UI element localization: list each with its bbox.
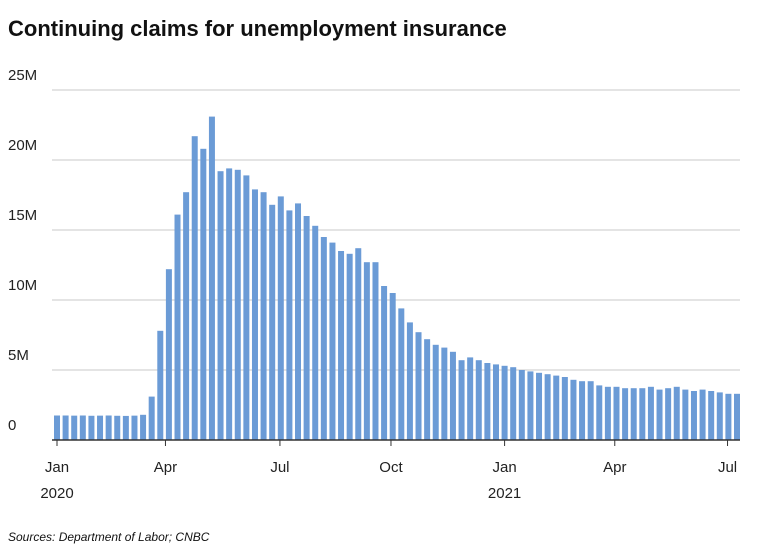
- bar: [544, 374, 551, 440]
- bar: [536, 372, 543, 440]
- bar: [97, 415, 104, 440]
- bar: [131, 415, 138, 440]
- bar: [570, 379, 577, 440]
- bar: [329, 242, 336, 440]
- x-tick-label: Jan: [493, 459, 517, 476]
- bar: [157, 330, 164, 440]
- bar: [148, 396, 155, 440]
- bar: [458, 360, 465, 440]
- bar: [406, 322, 413, 440]
- bar: [579, 381, 586, 440]
- bar: [492, 364, 499, 440]
- bar: [716, 392, 723, 440]
- chart-title: Continuing claims for unemployment insur…: [8, 16, 507, 41]
- bar: [682, 389, 689, 440]
- bar: [449, 351, 456, 440]
- bar: [217, 171, 224, 440]
- bar: [518, 370, 525, 440]
- bar: [475, 360, 482, 440]
- x-tick-label: Jul: [718, 459, 737, 476]
- bar: [647, 386, 654, 440]
- bar: [234, 169, 241, 441]
- bar: [355, 248, 362, 440]
- bar: [286, 210, 293, 440]
- bar: [243, 175, 250, 440]
- bar: [656, 389, 663, 440]
- bar: [527, 371, 534, 440]
- bar: [338, 251, 345, 440]
- bar: [622, 388, 629, 440]
- bar: [269, 204, 276, 440]
- bar: [613, 386, 620, 440]
- y-tick-label: 0: [8, 417, 16, 434]
- bar: [561, 377, 568, 440]
- bar: [208, 116, 215, 440]
- bar: [699, 389, 706, 440]
- bar: [424, 339, 431, 440]
- x-tick-label: Jul: [270, 459, 289, 476]
- bar: [71, 415, 78, 440]
- bar: [467, 357, 474, 440]
- y-tick-label: 15M: [8, 207, 37, 224]
- bar: [183, 192, 190, 440]
- y-tick-label: 25M: [8, 67, 37, 84]
- y-tick-label: 20M: [8, 137, 37, 154]
- bar: [363, 262, 370, 440]
- bar: [140, 414, 147, 440]
- bar: [79, 415, 86, 440]
- bar: [295, 203, 302, 440]
- bar: [604, 386, 611, 440]
- bar: [596, 385, 603, 440]
- bar: [553, 375, 560, 440]
- bar: [62, 415, 69, 440]
- source-note: Sources: Department of Labor; CNBC: [8, 530, 210, 544]
- x-tick-label: Apr: [154, 459, 177, 476]
- bar: [320, 237, 327, 440]
- bar: [389, 293, 396, 440]
- bar: [312, 225, 319, 440]
- y-tick-label: 10M: [8, 277, 37, 294]
- bar: [639, 388, 646, 440]
- bar: [122, 415, 129, 440]
- bar: [191, 136, 198, 440]
- bar: [665, 388, 672, 440]
- bar: [174, 214, 181, 440]
- bar: [398, 308, 405, 440]
- bar: [303, 216, 310, 440]
- bar: [260, 192, 267, 440]
- bar: [372, 262, 379, 440]
- x-tick-label: Jan: [45, 459, 69, 476]
- bar: [226, 168, 233, 440]
- bar: [105, 415, 112, 440]
- bar: [673, 386, 680, 440]
- bar: [630, 388, 637, 440]
- bar: [251, 189, 258, 440]
- bar: [165, 269, 172, 440]
- bar: [54, 415, 60, 440]
- x-tick-year: 2020: [40, 485, 73, 502]
- bar: [381, 286, 388, 440]
- bar: [501, 365, 508, 440]
- bar: [708, 391, 715, 440]
- bar: [114, 415, 121, 440]
- bar: [484, 363, 491, 440]
- bar: [415, 332, 422, 440]
- x-tick-label: Oct: [379, 459, 403, 476]
- bar: [432, 344, 439, 440]
- bar: [346, 253, 353, 440]
- bar: [587, 381, 594, 440]
- bar: [734, 393, 740, 440]
- bar: [441, 347, 448, 440]
- bar: [510, 367, 517, 440]
- x-tick-label: Apr: [603, 459, 626, 476]
- bar: [277, 196, 284, 440]
- bar: [690, 391, 697, 440]
- y-tick-label: 5M: [8, 347, 29, 364]
- bar: [88, 415, 95, 440]
- x-tick-year: 2021: [488, 485, 521, 502]
- bar: [200, 148, 207, 441]
- bar: [725, 393, 732, 440]
